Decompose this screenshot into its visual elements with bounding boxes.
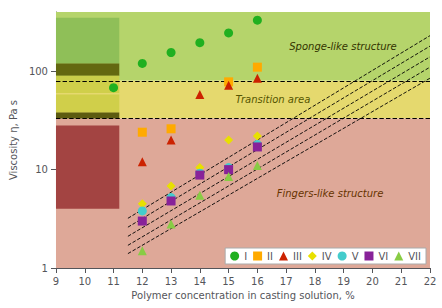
svg-text:I: I bbox=[244, 251, 247, 262]
svg-text:Viscosity η, Pa s: Viscosity η, Pa s bbox=[8, 100, 19, 180]
svg-text:Polymer concentration in casti: Polymer concentration in casting solutio… bbox=[131, 290, 354, 301]
svg-text:19: 19 bbox=[337, 276, 350, 287]
svg-text:17: 17 bbox=[280, 276, 293, 287]
svg-text:VI: VI bbox=[378, 251, 388, 262]
svg-text:Fingers-like structure: Fingers-like structure bbox=[277, 188, 384, 199]
svg-text:V: V bbox=[352, 251, 359, 262]
svg-text:100: 100 bbox=[29, 66, 48, 77]
svg-text:13: 13 bbox=[165, 276, 178, 287]
svg-text:10: 10 bbox=[78, 276, 91, 287]
svg-text:22: 22 bbox=[424, 276, 437, 287]
svg-text:IV: IV bbox=[322, 251, 332, 262]
svg-text:VII: VII bbox=[408, 251, 421, 262]
svg-text:15: 15 bbox=[222, 276, 235, 287]
svg-text:14: 14 bbox=[193, 276, 206, 287]
svg-text:1: 1 bbox=[42, 263, 48, 274]
svg-text:9: 9 bbox=[53, 276, 59, 287]
svg-text:20: 20 bbox=[366, 276, 379, 287]
svg-text:Sponge-like structure: Sponge-like structure bbox=[289, 41, 397, 52]
svg-text:11: 11 bbox=[107, 276, 120, 287]
svg-text:18: 18 bbox=[309, 276, 322, 287]
svg-text:16: 16 bbox=[251, 276, 264, 287]
svg-text:III: III bbox=[293, 251, 302, 262]
svg-text:10: 10 bbox=[35, 164, 48, 175]
svg-text:21: 21 bbox=[395, 276, 408, 287]
svg-text:12: 12 bbox=[136, 276, 149, 287]
svg-text:Transition area: Transition area bbox=[236, 94, 311, 105]
svg-text:II: II bbox=[267, 251, 273, 262]
